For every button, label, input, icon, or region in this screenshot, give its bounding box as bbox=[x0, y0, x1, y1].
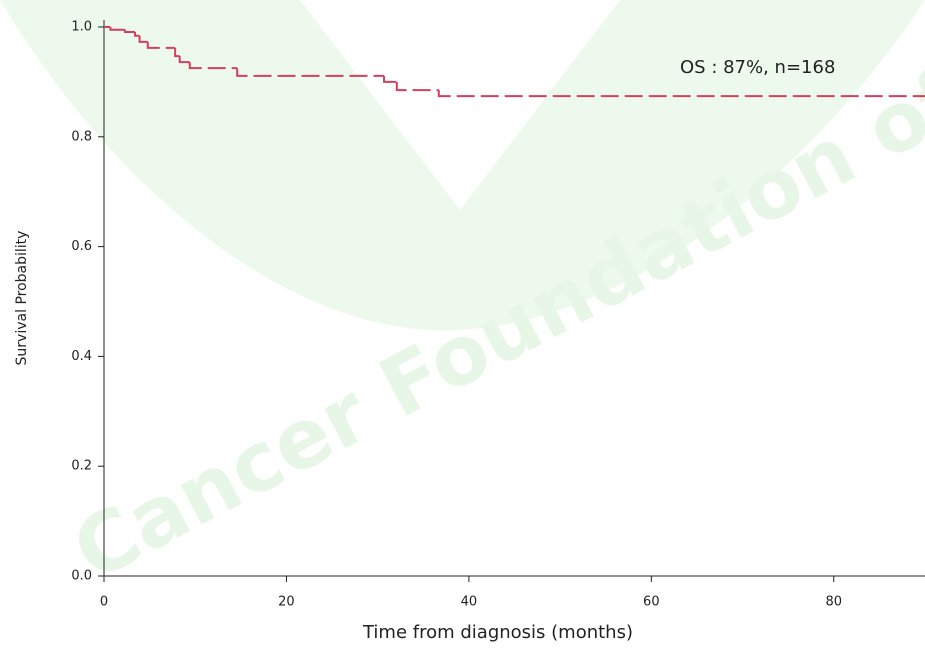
x-tick-label: 80 bbox=[826, 595, 843, 610]
watermark-shape bbox=[0, 0, 925, 331]
x-tick-label: 20 bbox=[278, 595, 295, 610]
x-tick-label: 60 bbox=[643, 595, 660, 610]
y-tick-label: 0.4 bbox=[71, 349, 92, 364]
survival-step bbox=[188, 62, 238, 70]
y-tick-label: 0.0 bbox=[71, 569, 92, 584]
survival-step bbox=[109, 27, 125, 31]
y-tick-label: 0.2 bbox=[71, 459, 92, 474]
y-tick-label: 0.6 bbox=[71, 239, 92, 254]
survival-step bbox=[236, 68, 385, 77]
x-tick-label: 40 bbox=[461, 595, 478, 610]
x-tick-label: 0 bbox=[100, 595, 108, 610]
survival-step bbox=[134, 31, 140, 37]
survival-step bbox=[146, 41, 176, 49]
survival-step bbox=[178, 56, 190, 64]
x-axis-label: Time from diagnosis (months) bbox=[362, 622, 633, 643]
survival-step bbox=[383, 75, 397, 83]
y-tick-label: 1.0 bbox=[71, 20, 92, 35]
annotation: OS : 87%, n=168 bbox=[680, 57, 835, 78]
survival-step bbox=[174, 47, 180, 58]
survival-step bbox=[123, 29, 136, 33]
survival-step bbox=[138, 35, 148, 43]
y-axis-label: Survival Probability bbox=[14, 231, 30, 366]
survival-step bbox=[395, 81, 439, 92]
survival-step bbox=[437, 90, 925, 98]
y-tick-label: 0.8 bbox=[71, 129, 92, 144]
